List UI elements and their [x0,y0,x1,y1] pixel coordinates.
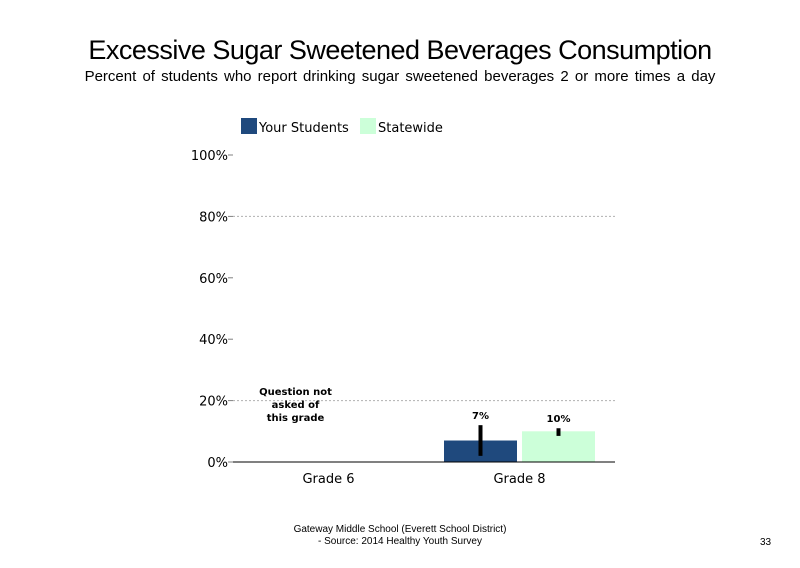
legend-swatch-1 [241,118,257,134]
legend-swatch-2 [360,118,376,134]
y-tick-label: 0% [207,456,228,471]
footer-school: Gateway Middle School (Everett School Di… [293,524,507,535]
x-tick-label: Grade 8 [493,472,545,487]
legend: Your Students Statewide [241,118,443,136]
gridlines [233,215,615,402]
bar-statewide-grade-8 [522,431,595,462]
legend-label-2: Statewide [378,121,443,136]
y-tick-label: 60% [199,272,228,287]
bars: 7% 10% [444,411,595,462]
data-label: 10% [547,414,571,425]
legend-label-1: Your Students [258,121,349,136]
x-tick-label: Grade 6 [302,472,354,487]
x-axis: Grade 6 Grade 8 [233,461,615,487]
y-tick-label: 40% [199,333,228,348]
annotation-line: asked of [272,400,320,411]
y-axis: 0% 20% 40% 60% 80% 100% [191,149,233,471]
footer-source-line: - Source: 2014 Healthy Youth Survey [318,536,482,547]
annotations: Question not asked of this grade [259,387,332,424]
y-tick-label: 80% [199,210,228,225]
chart-subtitle: Percent of students who report drinking … [84,68,716,85]
y-tick-label: 20% [199,395,228,410]
chart-title: Excessive Sugar Sweetened Beverages Cons… [88,35,712,65]
page-number: 33 [760,537,772,548]
data-label: 7% [472,411,489,422]
annotation-line: Question not [259,387,332,398]
y-tick-label: 100% [191,149,228,164]
annotation-line: this grade [267,413,325,424]
footer-source: Gateway Middle School (Everett School Di… [200,524,600,548]
